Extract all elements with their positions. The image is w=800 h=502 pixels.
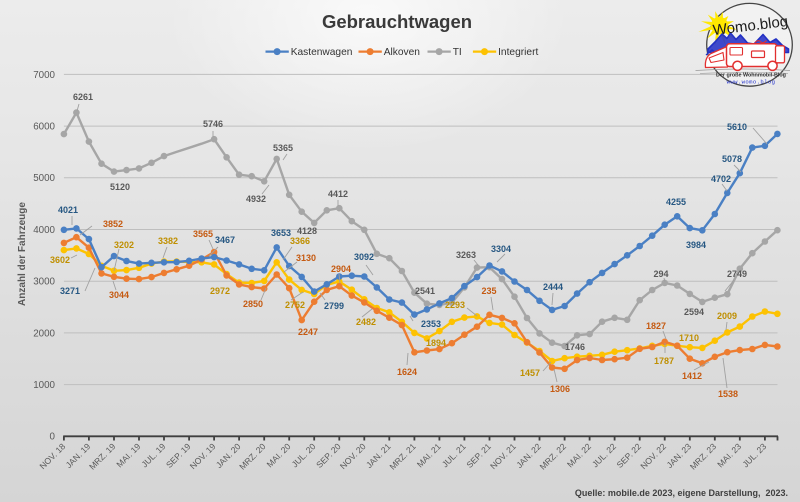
svg-text:1787: 1787 — [654, 356, 674, 366]
svg-text:235: 235 — [481, 286, 496, 296]
svg-text:2293: 2293 — [445, 300, 465, 310]
svg-text:MRZ. 19: MRZ. 19 — [87, 441, 118, 472]
svg-text:JUL. 21: JUL. 21 — [440, 441, 468, 469]
svg-text:4412: 4412 — [328, 189, 348, 199]
svg-text:3044: 3044 — [109, 290, 129, 300]
svg-text:3000: 3000 — [33, 277, 55, 288]
svg-text:5610: 5610 — [727, 122, 747, 132]
svg-text:2850: 2850 — [243, 299, 263, 309]
svg-text:2541: 2541 — [415, 286, 435, 296]
svg-text:6000: 6000 — [33, 122, 55, 133]
svg-text:294: 294 — [653, 269, 668, 279]
svg-text:JUL. 20: JUL. 20 — [290, 441, 318, 469]
svg-text:1412: 1412 — [682, 371, 702, 381]
svg-text:MRZ. 21: MRZ. 21 — [387, 441, 418, 472]
svg-text:1538: 1538 — [718, 389, 738, 399]
svg-text:MAI. 20: MAI. 20 — [265, 441, 293, 469]
svg-text:Gebrauchtwagen: Gebrauchtwagen — [322, 11, 472, 32]
svg-text:1894: 1894 — [426, 338, 446, 348]
svg-text:4128: 4128 — [297, 226, 317, 236]
svg-text:6261: 6261 — [73, 92, 93, 102]
svg-text:4932: 4932 — [246, 194, 266, 204]
svg-text:2752: 2752 — [285, 300, 305, 310]
svg-text:MRZ. 23: MRZ. 23 — [688, 441, 719, 472]
svg-text:3366: 3366 — [290, 236, 310, 246]
svg-text:MAI. 19: MAI. 19 — [114, 441, 142, 469]
svg-text:3984: 3984 — [686, 240, 706, 250]
svg-text:3467: 3467 — [215, 235, 235, 245]
svg-text:NOV. 20: NOV. 20 — [338, 441, 368, 471]
svg-text:2353: 2353 — [421, 319, 441, 329]
svg-text:4000: 4000 — [33, 225, 55, 236]
svg-text:Quelle: mobile.de 2023, eigene: Quelle: mobile.de 2023, eigene Darstellu… — [575, 488, 788, 498]
svg-text:NOV. 19: NOV. 19 — [188, 441, 218, 471]
svg-text:3271: 3271 — [60, 286, 80, 296]
svg-text:2904: 2904 — [331, 264, 351, 274]
svg-text:1827: 1827 — [646, 321, 666, 331]
svg-text:MRZ. 22: MRZ. 22 — [538, 441, 569, 472]
svg-text:5746: 5746 — [203, 119, 223, 129]
svg-text:2799: 2799 — [324, 301, 344, 311]
svg-text:TI: TI — [453, 47, 462, 58]
svg-text:JUL. 22: JUL. 22 — [590, 441, 618, 469]
svg-text:1306: 1306 — [550, 384, 570, 394]
svg-text:4702: 4702 — [711, 174, 731, 184]
svg-text:2444: 2444 — [543, 282, 563, 292]
svg-text:5365: 5365 — [273, 143, 293, 153]
svg-text:5000: 5000 — [33, 173, 55, 184]
svg-text:1710: 1710 — [679, 333, 699, 343]
svg-text:3304: 3304 — [491, 244, 511, 254]
svg-text:JUL. 23: JUL. 23 — [740, 441, 768, 469]
svg-text:MRZ. 20: MRZ. 20 — [237, 441, 268, 472]
svg-text:2009: 2009 — [717, 311, 737, 321]
svg-text:3382: 3382 — [158, 236, 178, 246]
svg-text:MAI. 22: MAI. 22 — [565, 441, 593, 469]
svg-text:5120: 5120 — [110, 182, 130, 192]
svg-text:NOV. 21: NOV. 21 — [488, 441, 518, 471]
svg-text:MAI. 21: MAI. 21 — [415, 441, 443, 469]
svg-text:4255: 4255 — [666, 197, 686, 207]
svg-text:3092: 3092 — [354, 252, 374, 262]
svg-text:2000: 2000 — [33, 328, 55, 339]
svg-text:NOV. 22: NOV. 22 — [638, 441, 668, 471]
svg-text:1624: 1624 — [397, 367, 417, 377]
svg-text:3653: 3653 — [271, 228, 291, 238]
svg-text:Integriert: Integriert — [498, 47, 538, 58]
svg-text:2972: 2972 — [210, 286, 230, 296]
svg-text:www.womo.blog: www.womo.blog — [727, 78, 776, 85]
svg-text:Alkoven: Alkoven — [384, 47, 420, 58]
svg-text:7000: 7000 — [33, 70, 55, 81]
svg-text:2594: 2594 — [684, 307, 704, 317]
svg-text:1746: 1746 — [565, 342, 585, 352]
svg-text:JUL. 19: JUL. 19 — [139, 441, 167, 469]
svg-text:Der große Wohnmobil-Blog: Der große Wohnmobil-Blog — [716, 73, 786, 79]
svg-text:0: 0 — [50, 432, 56, 443]
svg-text:NOV. 18: NOV. 18 — [37, 441, 67, 471]
svg-text:3602: 3602 — [50, 255, 70, 265]
svg-text:3852: 3852 — [103, 219, 123, 229]
svg-text:2247: 2247 — [298, 327, 318, 337]
svg-text:MAI. 23: MAI. 23 — [715, 441, 743, 469]
svg-text:4021: 4021 — [58, 205, 78, 215]
svg-text:3202: 3202 — [114, 240, 134, 250]
svg-text:1000: 1000 — [33, 380, 55, 391]
svg-text:Anzahl der Fahrzeuge: Anzahl der Fahrzeuge — [17, 202, 28, 306]
svg-text:3130: 3130 — [296, 253, 316, 263]
svg-text:1457: 1457 — [520, 368, 540, 378]
svg-text:3565: 3565 — [193, 229, 213, 239]
svg-text:3263: 3263 — [456, 250, 476, 260]
svg-text:2482: 2482 — [356, 317, 376, 327]
svg-text:2749: 2749 — [727, 269, 747, 279]
svg-text:Kastenwagen: Kastenwagen — [291, 47, 353, 58]
svg-text:5078: 5078 — [722, 154, 742, 164]
